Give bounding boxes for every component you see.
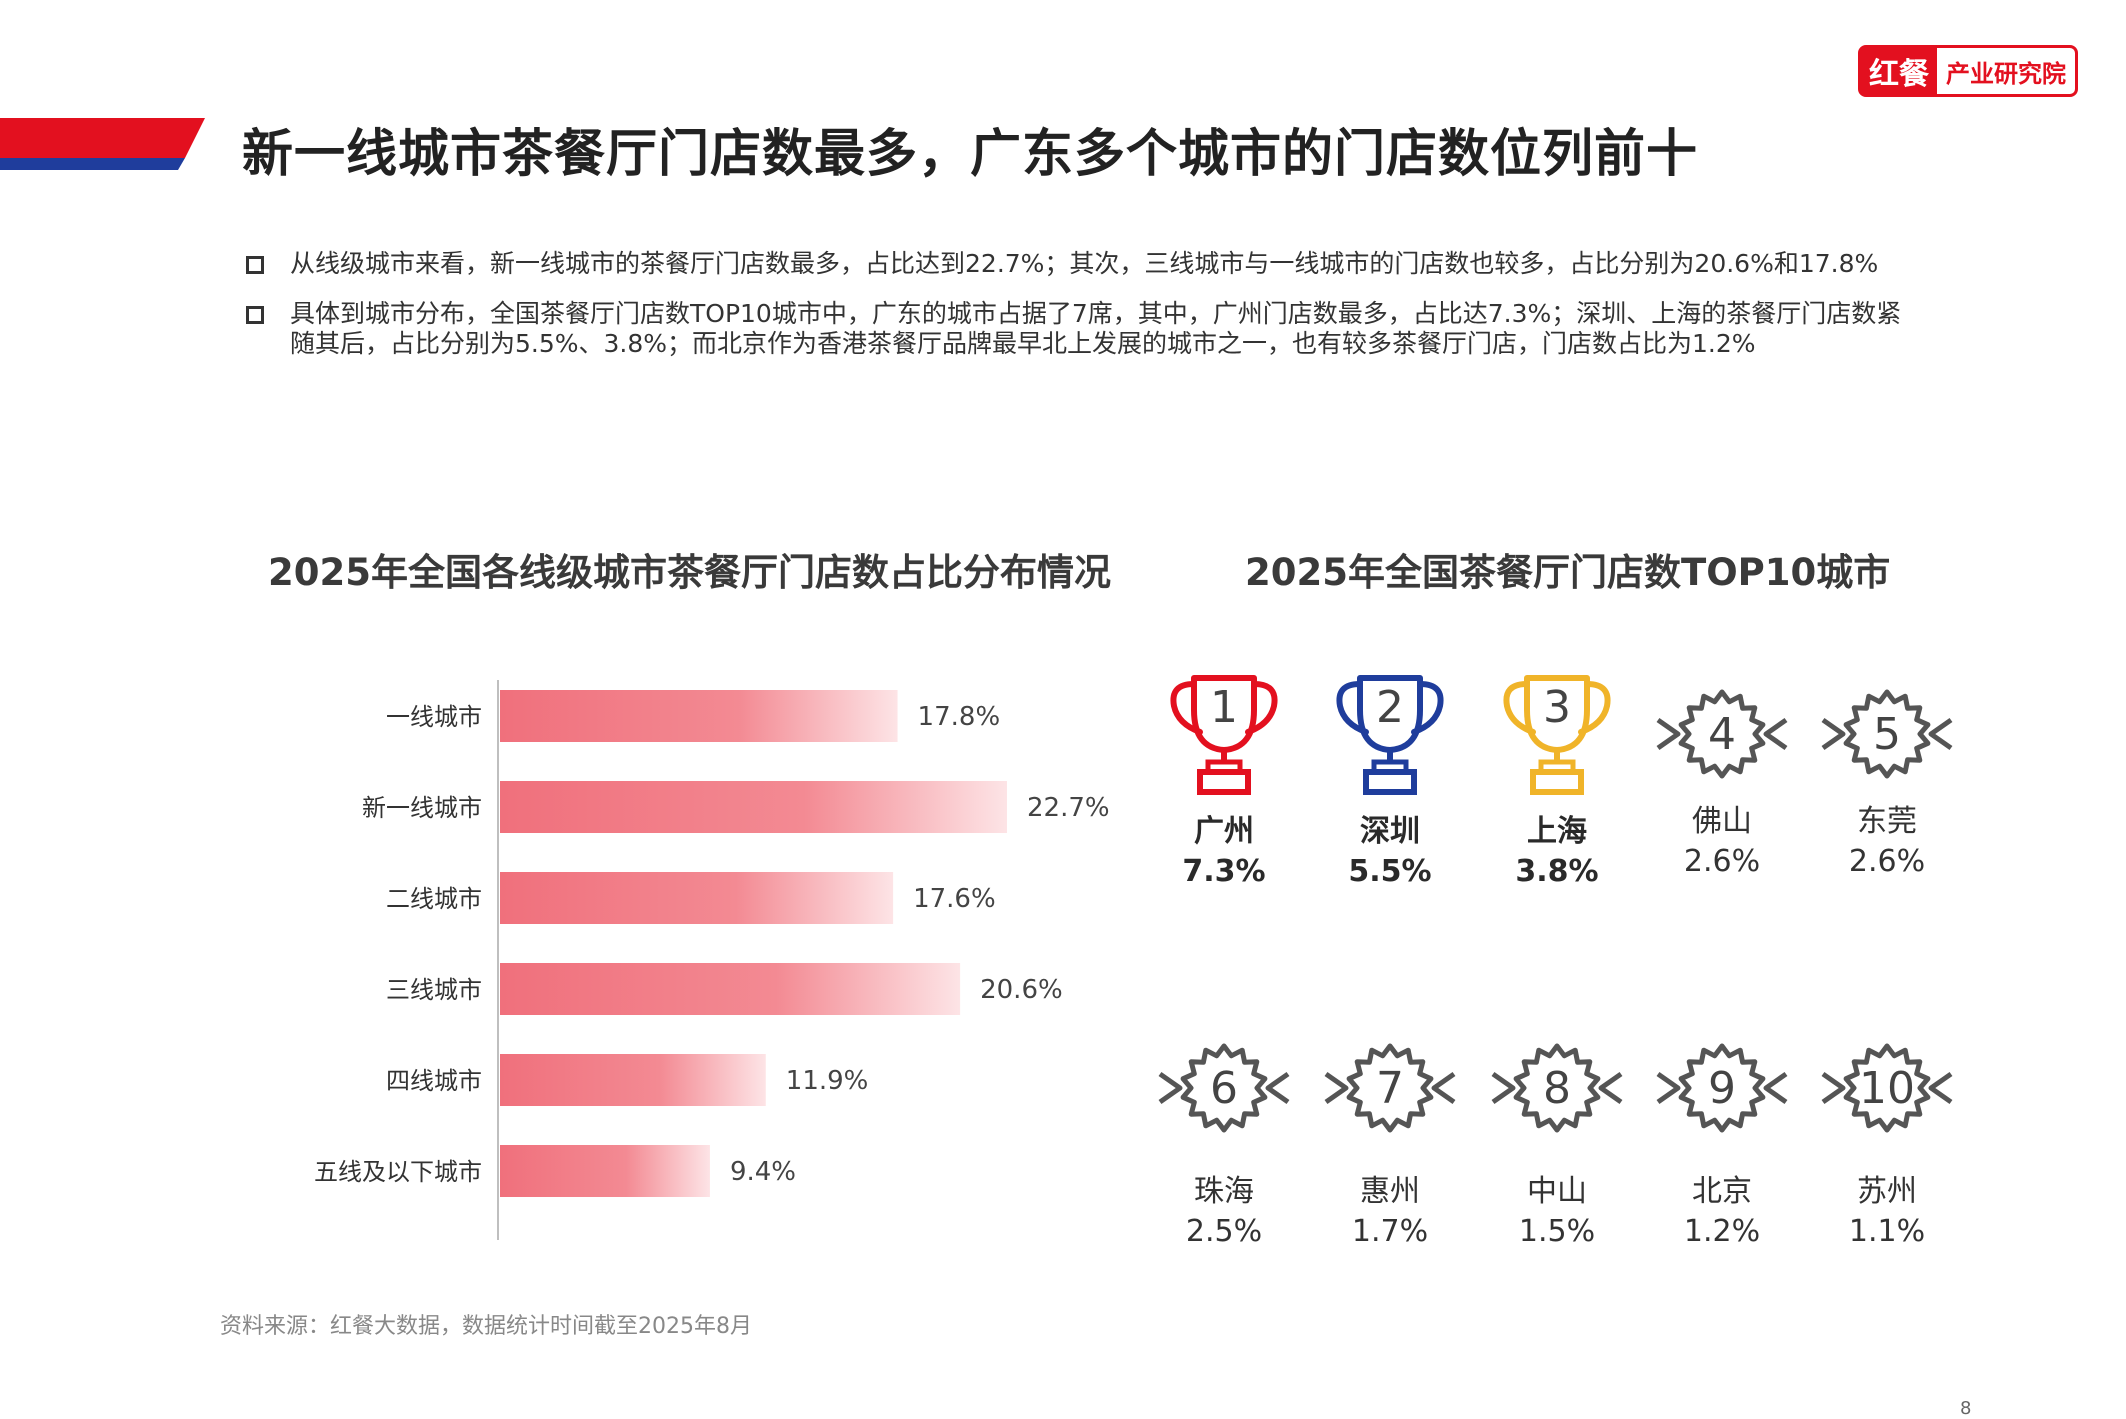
city-name: 深圳: [1360, 814, 1420, 849]
city-name: 北京: [1692, 1174, 1752, 1209]
city-share-value: 1.2%: [1683, 1214, 1761, 1249]
top10-city-item: 7 惠州 1.7%: [1315, 1036, 1465, 1252]
value-label: 17.6%: [913, 884, 996, 914]
city-share-value: 1.5%: [1518, 1214, 1596, 1249]
bullet-item: 从线级城市来看，新一线城市的茶餐厅门店数最多，占比达到22.7%；其次，三线城市…: [244, 249, 1924, 279]
rank-number: 3: [1543, 682, 1571, 733]
top10-city-item: 6 珠海 2.5%: [1149, 1036, 1299, 1252]
top10-city-item: 10 苏州 1.1%: [1812, 1036, 1962, 1252]
city-name: 珠海: [1194, 1174, 1254, 1209]
rank-badge-icon: 4: [1656, 689, 1788, 779]
page-number: 8: [1960, 1398, 1972, 1419]
top10-city-item: 5 东莞 2.6%: [1812, 682, 1962, 882]
rank-number: 10: [1859, 1063, 1915, 1114]
rank-number: 5: [1873, 709, 1901, 760]
trophy-icon: 2: [1336, 675, 1444, 795]
city-share-value: 1.1%: [1848, 1214, 1926, 1249]
square-bullet-icon: [246, 306, 264, 324]
data-source-note: 资料来源：红餐大数据，数据统计时间截至2025年8月: [220, 1314, 752, 1339]
brand-logo-mark: 红餐: [1861, 48, 1937, 94]
top10-city-item: 8 中山 1.5%: [1482, 1036, 1632, 1252]
city-name: 广州: [1194, 814, 1254, 849]
rank-badge-icon: 10: [1821, 1043, 1953, 1133]
rank-number: 8: [1543, 1063, 1571, 1114]
value-label: 22.7%: [1027, 793, 1110, 823]
category-label: 三线城市: [386, 976, 482, 1004]
page-title: 新一线城市茶餐厅门店数最多，广东多个城市的门店数位列前十: [242, 125, 1699, 184]
city-name: 佛山: [1692, 804, 1752, 839]
bullet-text: 具体到城市分布，全国茶餐厅门店数TOP10城市中，广东的城市占据了7席，其中，广…: [290, 299, 1902, 358]
city-share-value: 2.6%: [1683, 844, 1761, 879]
rank-number: 6: [1210, 1063, 1238, 1114]
top10-city-item: 2 深圳 5.5%: [1315, 666, 1465, 892]
top10-city-item: 9 北京 1.2%: [1647, 1036, 1797, 1252]
category-label: 二线城市: [386, 885, 482, 913]
rank-number: 1: [1210, 682, 1238, 733]
rank-badge-icon: 5: [1821, 689, 1953, 779]
top10-title: 2025年全国茶餐厅门店数TOP10城市: [1245, 551, 1891, 594]
header-accent-bar: [0, 118, 205, 170]
category-label: 新一线城市: [362, 794, 482, 822]
rank-number: 2: [1376, 682, 1404, 733]
tier-share-bar-chart: 一线城市 17.8% 新一线城市 22.7% 二线城市 17.6% 三线城市 20.6% 四线城…: [314, 680, 1110, 1240]
bullet-item: 具体到城市分布，全国茶餐厅门店数TOP10城市中，广东的城市占据了7席，其中，广…: [244, 299, 1924, 359]
city-name: 惠州: [1360, 1174, 1420, 1209]
rank-number: 7: [1376, 1063, 1404, 1114]
rank-number: 9: [1708, 1063, 1736, 1114]
bar-chart-title: 2025年全国各线级城市茶餐厅门店数占比分布情况: [268, 551, 1111, 594]
bar: [500, 781, 1007, 833]
top10-city-item: 3 上海 3.8%: [1482, 666, 1632, 892]
top10-city-item: 1 广州 7.3%: [1149, 666, 1299, 892]
bar: [500, 1054, 766, 1106]
category-label: 四线城市: [386, 1067, 482, 1095]
bar: [500, 872, 894, 924]
value-label: 11.9%: [786, 1066, 869, 1096]
bar: [500, 963, 961, 1015]
summary-bullets: 从线级城市来看，新一线城市的茶餐厅门店数最多，占比达到22.7%；其次，三线城市…: [244, 249, 1924, 379]
bar: [500, 1145, 710, 1197]
rank-badge-icon: 7: [1324, 1043, 1456, 1133]
brand-logo: 红餐 产业研究院: [1858, 45, 2078, 97]
value-label: 20.6%: [980, 975, 1063, 1005]
rank-badge-icon: 6: [1158, 1043, 1290, 1133]
bullet-text: 从线级城市来看，新一线城市的茶餐厅门店数最多，占比达到22.7%；其次，三线城市…: [290, 249, 1879, 278]
value-label: 9.4%: [730, 1157, 796, 1187]
city-share-value: 3.8%: [1515, 854, 1599, 889]
city-name: 上海: [1527, 814, 1587, 849]
city-name: 中山: [1527, 1174, 1587, 1209]
city-name: 苏州: [1857, 1174, 1917, 1209]
category-label: 一线城市: [386, 703, 482, 731]
rank-badge-icon: 8: [1491, 1043, 1623, 1133]
city-share-value: 2.6%: [1848, 844, 1926, 879]
city-share-value: 1.7%: [1351, 1214, 1429, 1249]
category-label: 五线及以下城市: [314, 1158, 482, 1186]
value-label: 17.8%: [918, 702, 1001, 732]
square-bullet-icon: [246, 256, 264, 274]
rank-badge-icon: 9: [1656, 1043, 1788, 1133]
bar: [500, 690, 898, 742]
brand-logo-text: 产业研究院: [1946, 59, 2066, 88]
city-name: 东莞: [1857, 804, 1917, 839]
city-share-value: 2.5%: [1185, 1214, 1263, 1249]
city-share-value: 7.3%: [1182, 854, 1266, 889]
top10-city-item: 4 佛山 2.6%: [1647, 682, 1797, 882]
trophy-icon: 3: [1503, 675, 1611, 795]
city-share-value: 5.5%: [1348, 854, 1432, 889]
trophy-icon: 1: [1170, 675, 1278, 795]
rank-number: 4: [1708, 709, 1736, 760]
